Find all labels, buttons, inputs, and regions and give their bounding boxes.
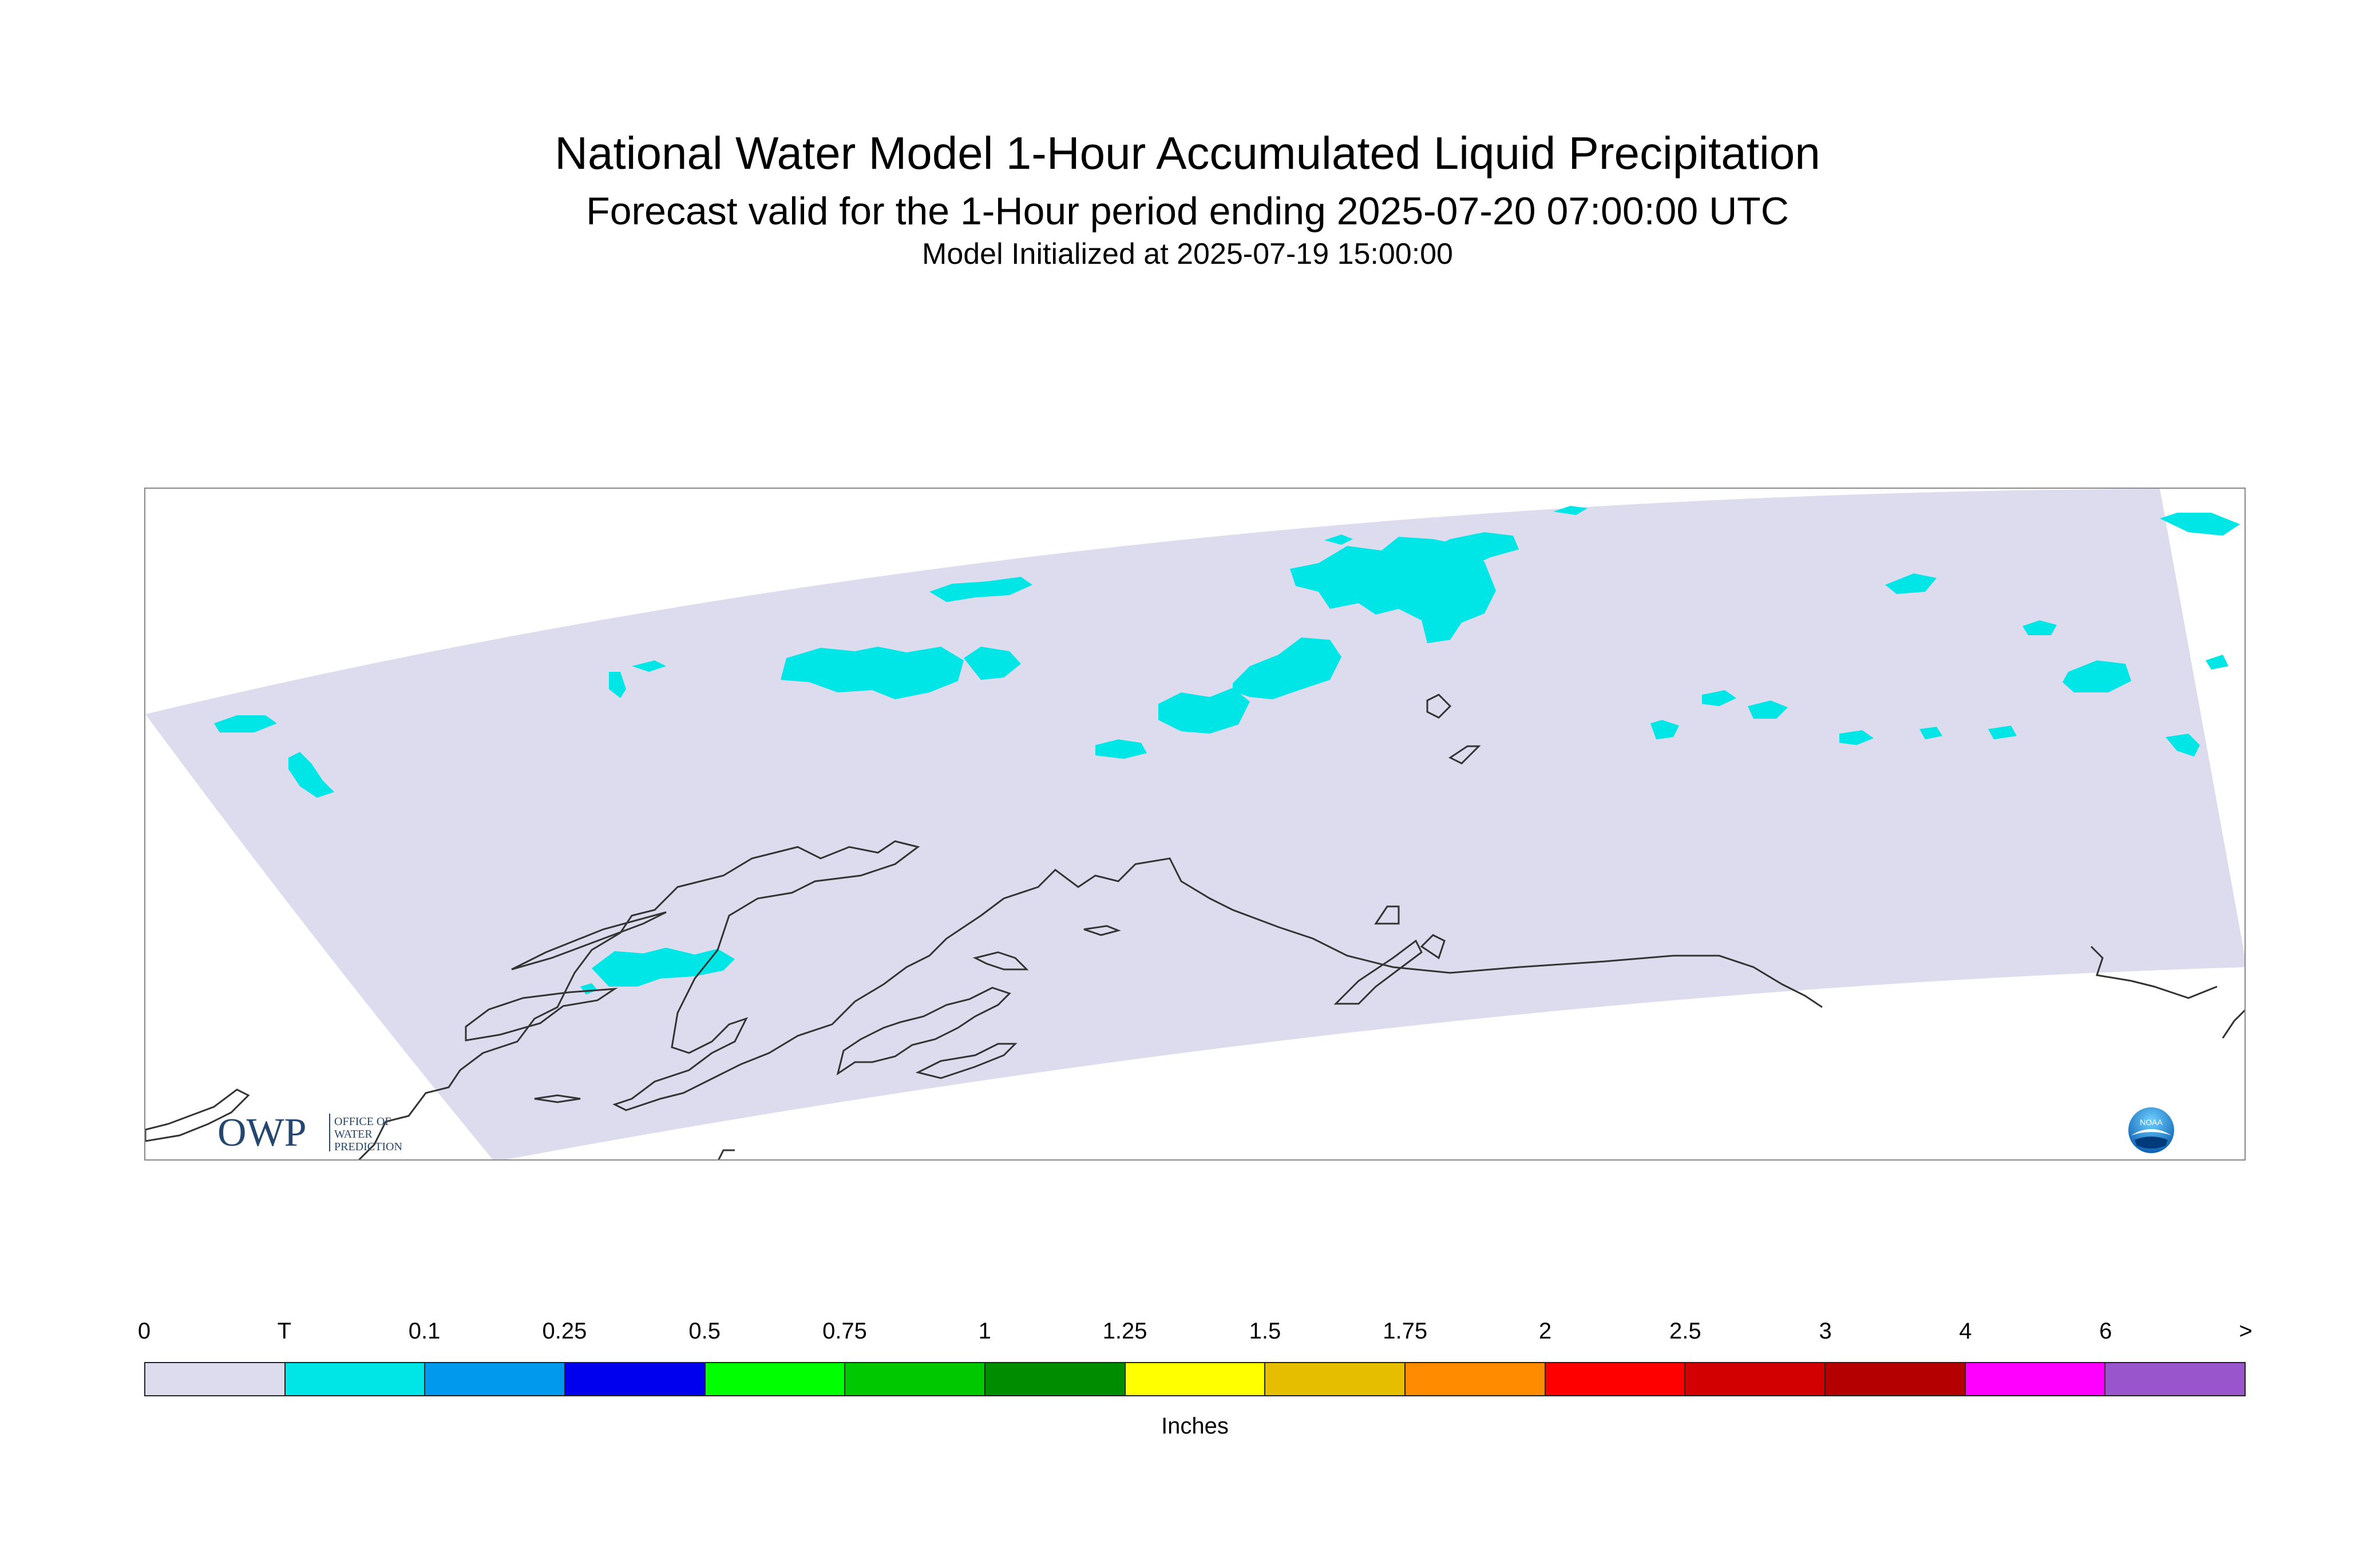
coastline-island (1426, 694, 1452, 719)
legend-tick-label: 0.25 (542, 1318, 587, 1344)
legend-color-cell (985, 1363, 1126, 1395)
coastline-island (145, 1088, 250, 1142)
chart-title: National Water Model 1-Hour Accumulated … (555, 128, 1820, 179)
coastline-island (1420, 934, 1446, 960)
legend-tick-label: 6 (2099, 1318, 2112, 1344)
precip-patch (288, 752, 334, 798)
precip-patch (781, 647, 964, 699)
legend-color-cell (145, 1363, 286, 1395)
legend-tick-label: 0.5 (688, 1318, 721, 1344)
precip-patch (2063, 660, 2131, 692)
owp-mark: OWP (217, 1111, 307, 1155)
coastline-island (2222, 1009, 2245, 1039)
legend-tick-label: 2.5 (1669, 1318, 1701, 1344)
model-init-time: Model Initialized at 2025-07-19 15:00:00 (922, 237, 1453, 271)
legend-tick-label: > (2239, 1318, 2253, 1344)
precip-patch (609, 672, 626, 698)
legend-color-cell (1406, 1363, 1546, 1395)
legend-units-label: Inches (1161, 1413, 1229, 1439)
owp-logo: OWP OFFICE OF WATER PREDICTION (217, 1109, 429, 1155)
coastline-island (1333, 939, 1423, 1005)
precip-patch (592, 948, 735, 987)
precip-patch (2160, 513, 2240, 536)
coastline-island (1448, 745, 1481, 765)
legend-tick-label: 3 (1819, 1318, 1832, 1344)
precip-patch (1919, 727, 1942, 739)
legend-color-cell (845, 1363, 986, 1395)
owp-text-line: WATER (334, 1128, 373, 1141)
legend-tick-label: T (277, 1318, 292, 1344)
legend-color-cell (285, 1363, 426, 1395)
legend-tick-label: 2 (1538, 1318, 1552, 1344)
coastline-island (511, 911, 667, 971)
legend-tick-label: 1.5 (1249, 1318, 1281, 1344)
coastline-island (972, 951, 1029, 971)
legend-color-cell (1965, 1363, 2106, 1395)
owp-text-line: PREDICTION (334, 1141, 402, 1153)
coastline-mainland (358, 840, 1823, 1159)
precip-patch (1233, 638, 1341, 699)
precip-patch (632, 660, 666, 672)
precip-patch (1427, 532, 1519, 568)
precip-areas (214, 506, 2240, 995)
model-domain (145, 489, 2245, 1159)
coastline-island (465, 988, 618, 1042)
precip-patch (2206, 655, 2228, 670)
legend-color-cell (1265, 1363, 1406, 1395)
legend-color-cell (425, 1363, 566, 1395)
precip-patch (1158, 688, 1250, 734)
coastline-island (1083, 925, 1121, 936)
precip-patch (2166, 734, 2200, 757)
precip-patch (1650, 720, 1679, 739)
precip-patch (1324, 534, 1353, 545)
legend-color-cell (1545, 1363, 1686, 1395)
noaa-text: NOAA (2140, 1118, 2163, 1127)
legend-tick-label: 4 (1959, 1318, 1972, 1344)
legend-tick-label: 1.75 (1383, 1318, 1428, 1344)
precip-patch (1988, 726, 2017, 739)
owp-text-line: OFFICE OF (334, 1115, 391, 1128)
coastlines (145, 694, 2245, 1159)
coastline-island (915, 1043, 1018, 1079)
precip-patch (1885, 573, 1937, 594)
legend-color-cell (2105, 1363, 2245, 1395)
noaa-logo: NOAA (2127, 1106, 2176, 1155)
precip-patch (1553, 506, 1588, 515)
legend-tick-label: 0 (137, 1318, 151, 1344)
legend-color-cell (565, 1363, 706, 1395)
precip-map (145, 489, 2245, 1159)
legend-colorbar (144, 1362, 2246, 1396)
coastline-island (1374, 905, 1400, 925)
coastline-peninsula (836, 987, 1011, 1076)
precip-patch (1702, 690, 1736, 706)
precip-patch (1095, 739, 1147, 759)
forecast-valid-subtitle: Forecast valid for the 1-Hour period end… (586, 189, 1789, 233)
coastline-island (2090, 945, 2218, 999)
precip-patch (1839, 730, 1874, 745)
coastline-island (718, 1149, 735, 1159)
legend-tick-label: 1.25 (1102, 1318, 1147, 1344)
precip-patch (1748, 700, 1788, 719)
legend-color-cell (1826, 1363, 1966, 1395)
map-panel (144, 488, 2246, 1161)
coastline-island (534, 1094, 581, 1103)
legend-color-cell (1685, 1363, 1826, 1395)
precip-patch (2022, 620, 2057, 635)
legend-color-cell (705, 1363, 846, 1395)
precip-patch (964, 647, 1021, 680)
legend-tick-label: 1 (978, 1318, 991, 1344)
precip-patch (929, 577, 1032, 602)
legend-tick-label: 0.1 (408, 1318, 441, 1344)
legend-tick-label: 0.75 (822, 1318, 867, 1344)
precip-patch (214, 715, 277, 732)
legend-color-cell (1125, 1363, 1266, 1395)
